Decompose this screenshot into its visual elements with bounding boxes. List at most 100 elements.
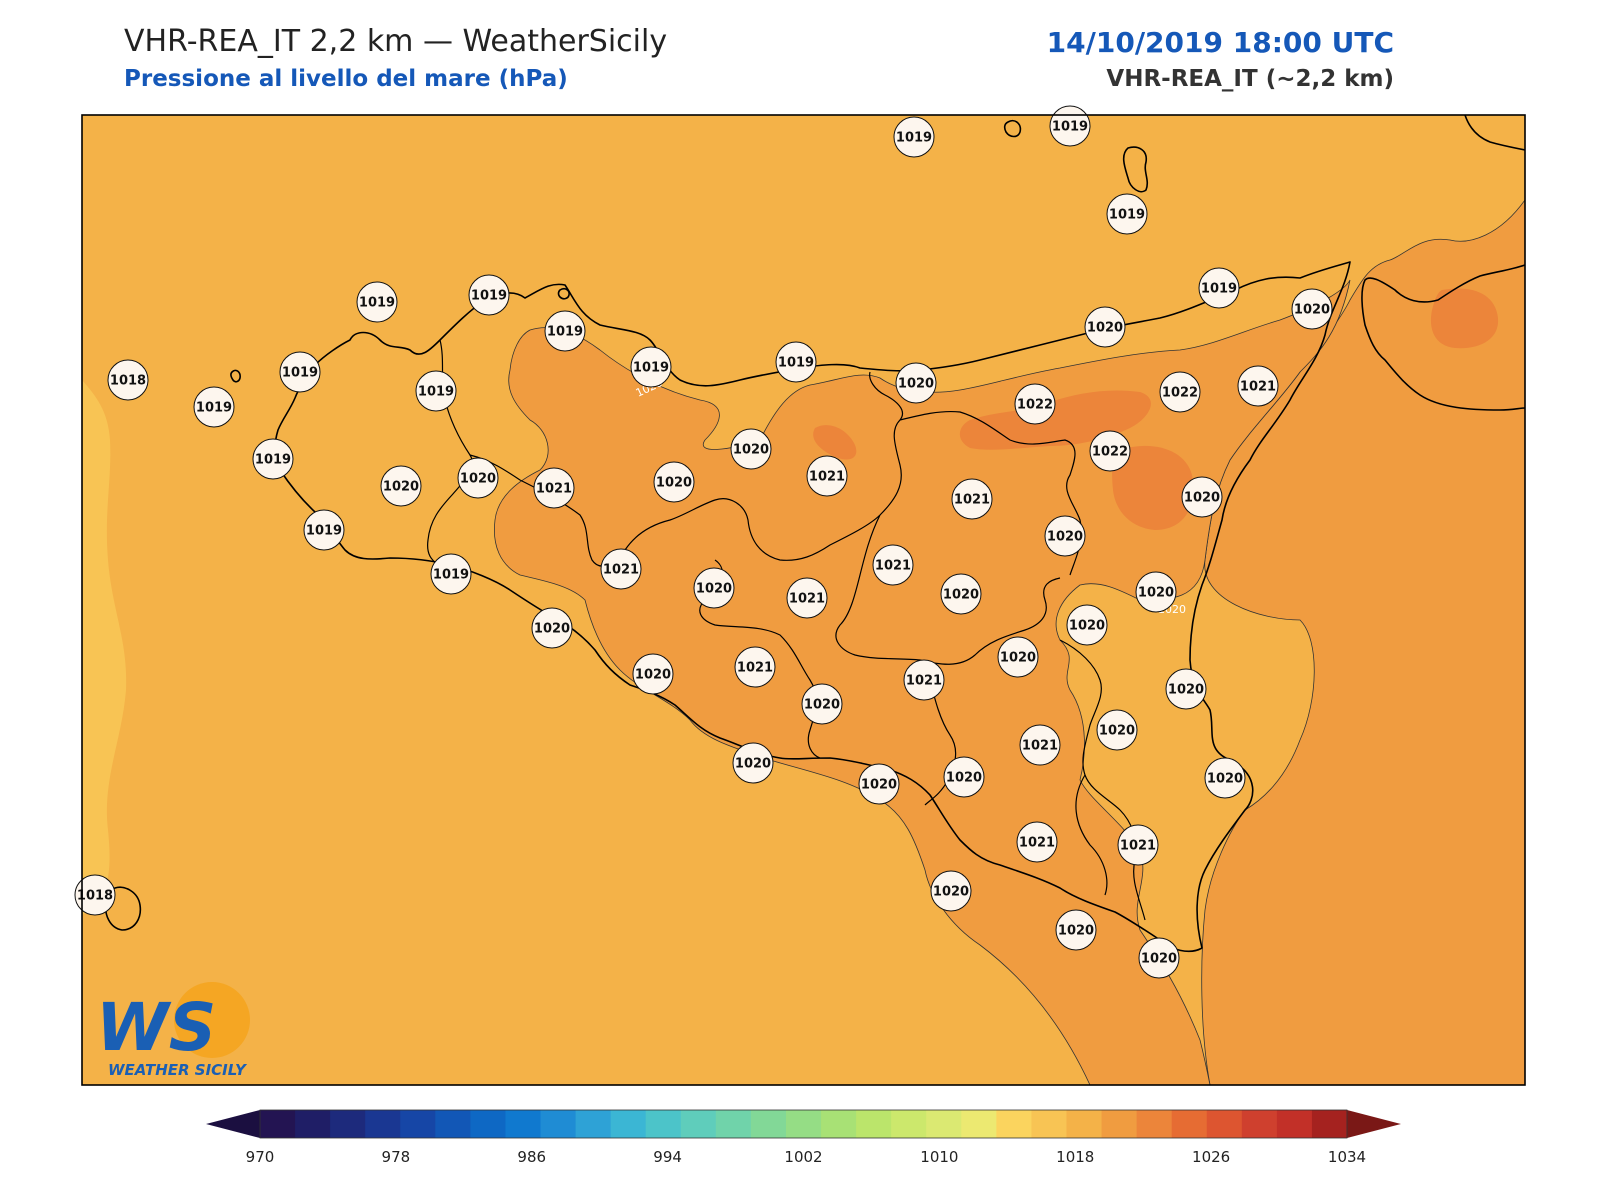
province-border-messina-catania — [899, 410, 1082, 576]
station-marker: 1020 — [997, 636, 1039, 678]
station-marker: 1020 — [1066, 604, 1108, 646]
station-circle — [279, 351, 321, 393]
station-circle — [1159, 371, 1201, 413]
station-marker: 1020 — [632, 653, 674, 695]
station-value: 1020 — [534, 622, 570, 637]
station-value: 1019 — [1109, 208, 1145, 223]
colorbar: 970 978 986 994 1002 1010 1018 1026 1034 — [206, 1109, 1401, 1166]
station-value: 1020 — [1099, 724, 1135, 739]
station-circle — [468, 274, 510, 316]
chart-subtitle: Pressione al livello del mare (hPa) — [124, 66, 568, 92]
station-value: 1021 — [603, 563, 639, 578]
station-circle — [356, 281, 398, 323]
station-circle — [1291, 288, 1333, 330]
low-pressure-band-west — [82, 380, 127, 915]
station-circle — [1117, 824, 1159, 866]
station-marker: 1021 — [1019, 724, 1061, 766]
colorbar-segment — [891, 1110, 927, 1138]
colorbar-tick-label: 986 — [517, 1148, 546, 1166]
lipari-island — [1122, 146, 1149, 193]
colorbar-segment — [856, 1110, 892, 1138]
station-value: 1020 — [933, 885, 969, 900]
station-circle — [1138, 937, 1180, 979]
station-circle — [903, 659, 945, 701]
station-circle — [1106, 193, 1148, 235]
station-value: 1019 — [547, 325, 583, 340]
station-circle — [943, 756, 985, 798]
station-circle — [252, 438, 294, 480]
station-value: 1020 — [696, 582, 732, 597]
station-marker: 1020 — [531, 607, 573, 649]
station-value: 1019 — [418, 385, 454, 400]
station-marker: 1019 — [252, 438, 294, 480]
station-circle — [893, 116, 935, 158]
station-circle — [806, 455, 848, 497]
station-circle — [533, 467, 575, 509]
station-circle — [1204, 757, 1246, 799]
station-marker: 1020 — [1044, 515, 1086, 557]
colorbar-tick-label: 978 — [382, 1148, 411, 1166]
colorbar-ticks: 970 978 986 994 1002 1010 1018 1026 1034 — [246, 1148, 1366, 1166]
colorbar-segment — [961, 1110, 997, 1138]
station-circle — [457, 457, 499, 499]
colorbar-segment — [1031, 1110, 1067, 1138]
colorbar-segment — [1241, 1110, 1278, 1138]
pressure-maximum-central — [813, 425, 857, 460]
forecast-datetime: 14/10/2019 18:00 UTC — [1046, 26, 1394, 59]
colorbar-segment — [470, 1110, 506, 1138]
marettimo-island — [230, 369, 241, 383]
station-marker: 1019 — [430, 553, 472, 595]
colorbar-segment — [1101, 1110, 1138, 1138]
station-marker: 1020 — [1138, 937, 1180, 979]
station-value: 1021 — [1022, 739, 1058, 754]
station-circle — [600, 548, 642, 590]
station-marker: 1021 — [600, 548, 642, 590]
station-marker: 1021 — [1237, 365, 1279, 407]
station-marker: 1021 — [903, 659, 945, 701]
station-marker: 1020 — [895, 362, 937, 404]
station-value: 1021 — [789, 592, 825, 607]
station-value: 1021 — [1120, 839, 1156, 854]
station-marker: 1021 — [1016, 821, 1058, 863]
station-value: 1019 — [255, 453, 291, 468]
station-circle — [415, 370, 457, 412]
station-circle — [1016, 821, 1058, 863]
station-value: 1020 — [1207, 772, 1243, 787]
station-marker: 1019 — [775, 341, 817, 383]
station-value: 1019 — [359, 296, 395, 311]
station-value: 1018 — [77, 889, 113, 904]
colorbar-segment — [1276, 1110, 1313, 1138]
coastlines — [104, 114, 1526, 952]
station-circle — [1066, 604, 1108, 646]
station-marker: 1019 — [893, 116, 935, 158]
province-border-ragusa — [924, 679, 957, 806]
station-value: 1020 — [1069, 619, 1105, 634]
station-circle — [1096, 709, 1138, 751]
station-marker: 1020 — [380, 465, 422, 507]
station-value: 1019 — [896, 131, 932, 146]
station-value: 1020 — [383, 480, 419, 495]
station-marker: 1020 — [732, 742, 774, 784]
colorbar-segment — [260, 1110, 296, 1138]
colorbar-tick-label: 1026 — [1192, 1148, 1230, 1166]
station-circle — [1181, 476, 1223, 518]
station-value: 1020 — [861, 778, 897, 793]
station-circle — [430, 553, 472, 595]
colorbar-segment — [575, 1110, 612, 1138]
station-marker: 1019 — [279, 351, 321, 393]
station-marker: 1020 — [940, 573, 982, 615]
station-circle — [1014, 383, 1056, 425]
station-value: 1021 — [906, 674, 942, 689]
station-value: 1020 — [733, 443, 769, 458]
colorbar-segment — [610, 1110, 647, 1138]
station-circle — [872, 544, 914, 586]
colorbar-segment — [1136, 1110, 1173, 1138]
logo-sun-icon — [174, 982, 250, 1058]
station-marker: 1021 — [786, 577, 828, 619]
station-value: 1019 — [1201, 282, 1237, 297]
station-marker: 1019 — [356, 281, 398, 323]
station-value: 1019 — [306, 524, 342, 539]
station-value: 1020 — [656, 476, 692, 491]
station-circle — [930, 870, 972, 912]
station-marker: 1020 — [801, 683, 843, 725]
